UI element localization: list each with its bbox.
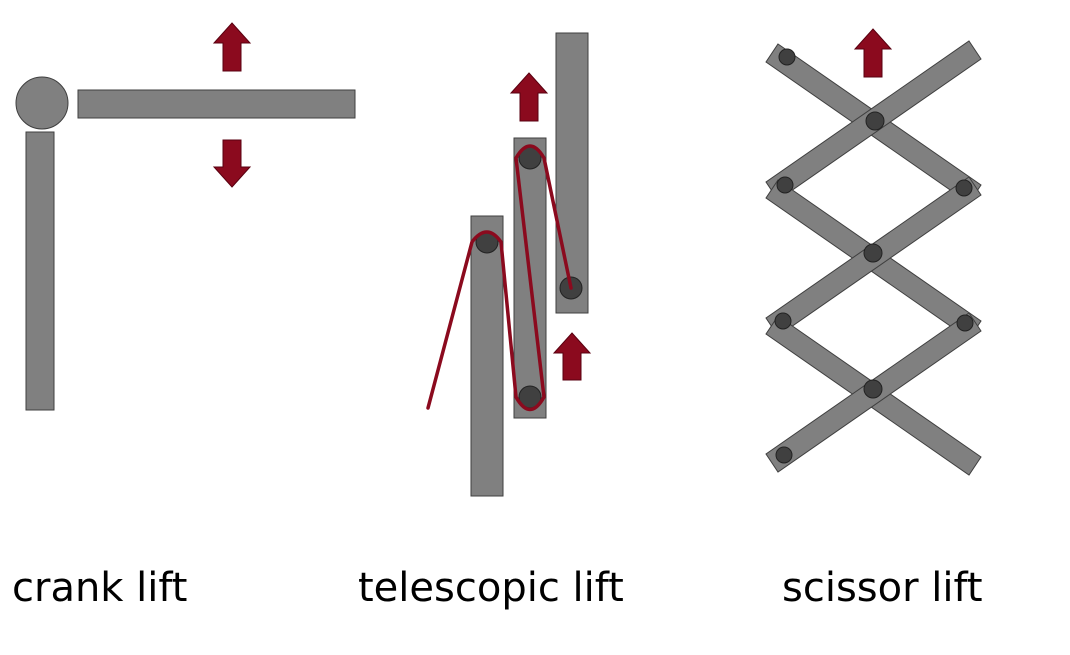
- scissor-pivot: [955, 179, 973, 197]
- up-arrow-icon: [853, 28, 893, 78]
- scissor-pivot: [778, 48, 796, 66]
- crank-lift-diagram: [15, 22, 356, 411]
- up-arrow-icon: [212, 22, 252, 72]
- crank-post: [25, 131, 55, 411]
- up-arrow-icon: [509, 72, 549, 122]
- crank-pivot: [15, 76, 69, 130]
- crank-lift-label: crank lift: [12, 565, 188, 611]
- scissor-pivot: [774, 312, 792, 330]
- scissor-lift-diagram: [765, 28, 982, 476]
- telescope-stage-1: [470, 215, 504, 497]
- up-arrow-icon: [552, 332, 592, 381]
- scissor-lift-label: scissor lift: [782, 565, 983, 611]
- lift-cable: [426, 144, 573, 412]
- scissor-pivot: [775, 446, 793, 464]
- scissor-pivot: [863, 379, 883, 399]
- telescopic-lift-diagram: [426, 32, 592, 497]
- telescope-stage-3: [555, 32, 589, 314]
- telescopic-lift-label: telescopic lift: [358, 565, 624, 611]
- crank-arm: [77, 89, 356, 119]
- scissor-pivot: [863, 243, 883, 263]
- scissor-pivot: [865, 111, 885, 131]
- scissor-pivot: [776, 176, 794, 194]
- down-arrow-icon: [212, 139, 252, 188]
- scissor-pivot: [956, 314, 974, 332]
